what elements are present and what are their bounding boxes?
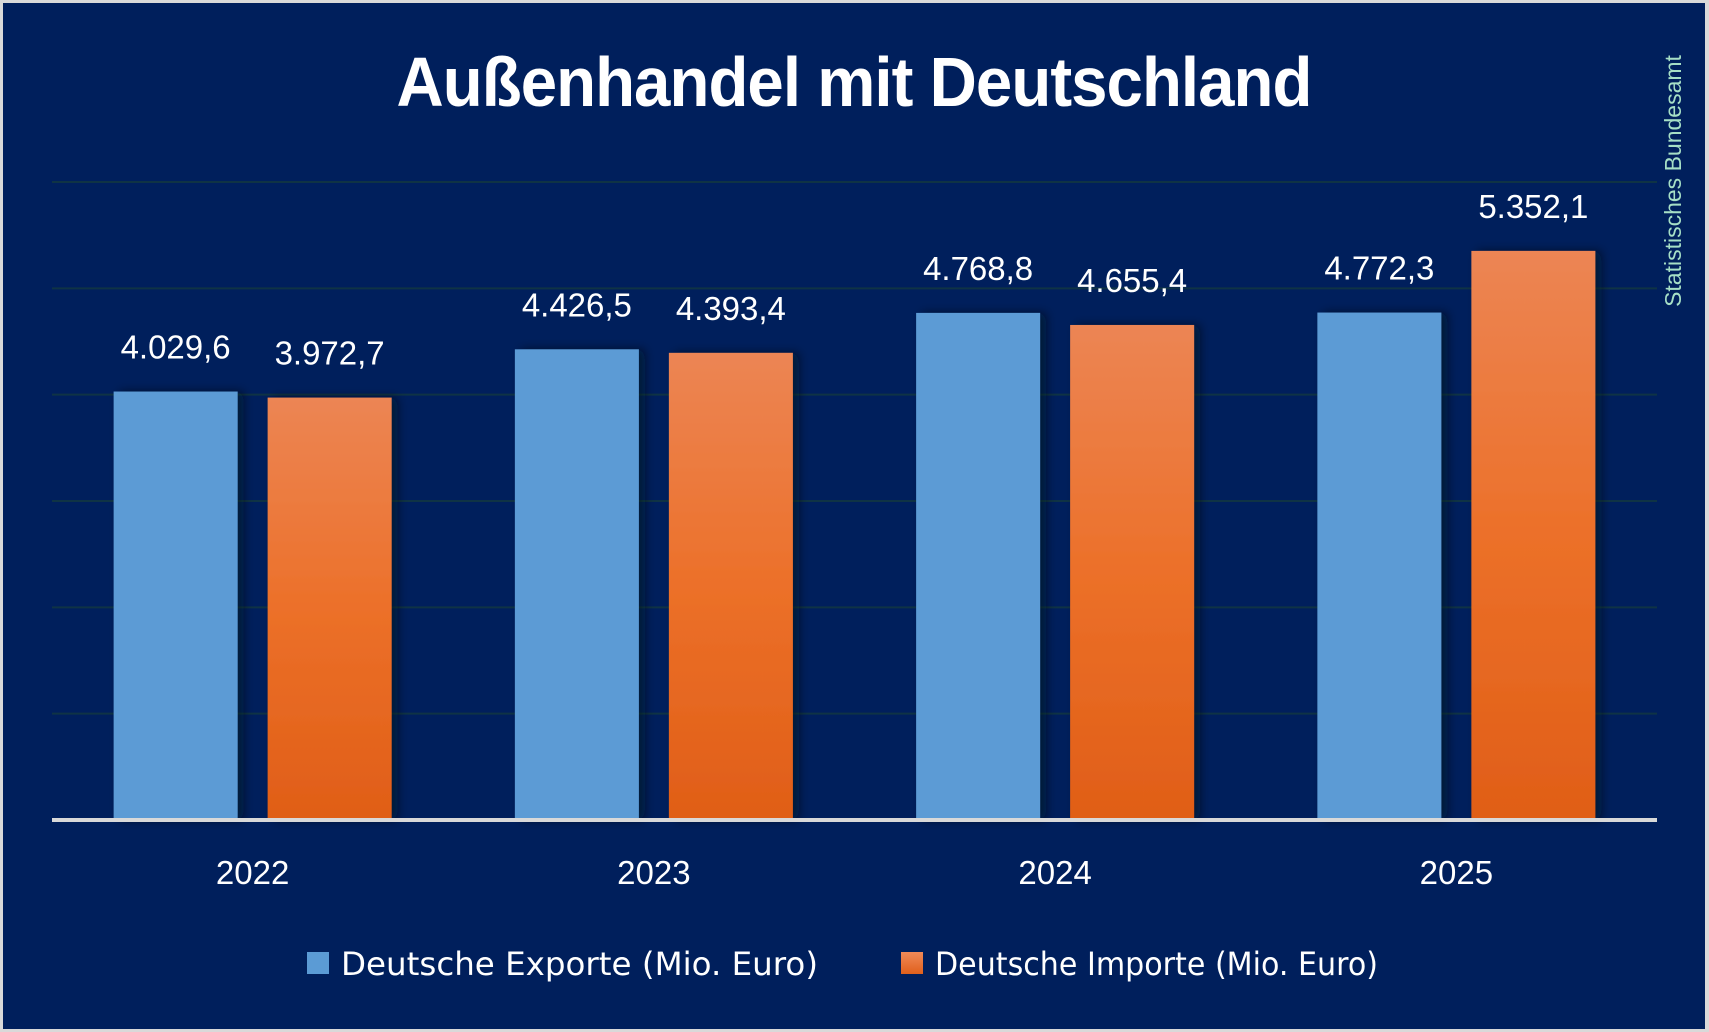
chart-title: Außenhandel mit Deutschland [397,43,1312,121]
data-labels: 4.029,6 3.972,7 4.426,5 4.393,4 4.768,8 4.655… [121,188,1589,372]
bar-imports-2023[interactable] [668,352,793,820]
x-tick-label-2023: 2023 [617,854,690,891]
x-tick-label-2024: 2024 [1018,854,1091,891]
bars [113,250,1596,820]
data-label-imports-2022: 3.972,7 [275,335,385,372]
data-label-imports-2024: 4.655,4 [1077,262,1187,299]
data-label-exports-2024: 4.768,8 [923,250,1033,287]
bar-exports-2024[interactable] [916,312,1041,820]
data-label-exports-2023: 4.426,5 [522,286,632,323]
source-label: Statistisches Bundesamt [1660,54,1686,306]
bar-chart: Außenhandel mit Deutschland Statistische… [52,43,1686,983]
data-label-imports-2023: 4.393,4 [676,290,786,327]
x-tick-label-2022: 2022 [216,854,289,891]
legend-label-exports: Deutsche Exporte (Mio. Euro) [341,945,818,983]
bar-exports-2022[interactable] [113,391,238,820]
bar-imports-2022[interactable] [267,397,392,820]
legend-swatch-imports [901,952,923,974]
legend-item-exports[interactable]: Deutsche Exporte (Mio. Euro) [307,945,818,983]
legend-item-imports[interactable]: Deutsche Importe (Mio. Euro) [901,945,1378,983]
chart-frame: Außenhandel mit Deutschland Statistische… [3,3,1705,1029]
bar-imports-2025[interactable] [1471,250,1596,820]
bar-imports-2024[interactable] [1070,324,1195,820]
bar-exports-2025[interactable] [1317,312,1442,820]
bar-exports-2023[interactable] [514,349,639,820]
legend-swatch-exports [307,952,329,974]
data-label-imports-2025: 5.352,1 [1478,188,1588,225]
data-label-exports-2022: 4.029,6 [121,329,231,366]
data-label-exports-2025: 4.772,3 [1324,250,1434,287]
x-tick-label-2025: 2025 [1420,854,1493,891]
legend-label-imports: Deutsche Importe (Mio. Euro) [935,945,1378,983]
x-tick-labels: 2022 2023 2024 2025 [216,854,1493,891]
legend: Deutsche Exporte (Mio. Euro) Deutsche Im… [307,945,1378,983]
